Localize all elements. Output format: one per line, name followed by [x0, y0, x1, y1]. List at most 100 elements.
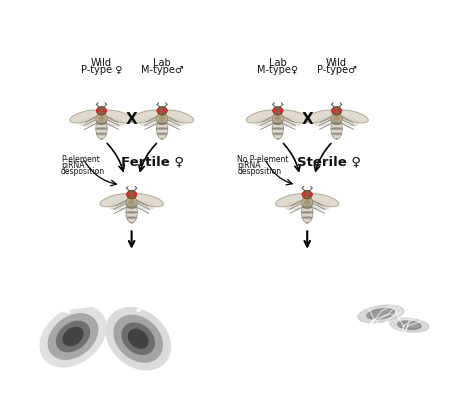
Ellipse shape — [273, 133, 283, 135]
Ellipse shape — [301, 202, 313, 223]
Ellipse shape — [127, 206, 137, 208]
Ellipse shape — [331, 113, 342, 125]
Ellipse shape — [331, 118, 342, 139]
Ellipse shape — [40, 306, 106, 367]
Ellipse shape — [97, 107, 106, 115]
Text: P-element: P-element — [61, 156, 100, 164]
Ellipse shape — [273, 107, 283, 115]
Text: P-type♂: P-type♂ — [317, 65, 356, 75]
Text: piRNA: piRNA — [61, 161, 84, 170]
Ellipse shape — [309, 193, 312, 196]
Ellipse shape — [133, 202, 154, 210]
Ellipse shape — [114, 316, 163, 362]
Text: Wild: Wild — [326, 58, 347, 68]
Ellipse shape — [80, 118, 100, 126]
Ellipse shape — [315, 118, 335, 126]
Ellipse shape — [272, 113, 283, 125]
Ellipse shape — [100, 194, 131, 207]
Ellipse shape — [275, 194, 307, 207]
Ellipse shape — [305, 199, 310, 205]
Ellipse shape — [134, 193, 137, 196]
Ellipse shape — [103, 109, 107, 112]
Ellipse shape — [99, 115, 104, 121]
Ellipse shape — [122, 323, 155, 354]
Ellipse shape — [390, 318, 429, 332]
Ellipse shape — [332, 109, 335, 112]
Ellipse shape — [367, 309, 394, 319]
Ellipse shape — [273, 123, 283, 124]
Ellipse shape — [279, 110, 310, 123]
Ellipse shape — [280, 109, 283, 112]
Ellipse shape — [97, 133, 106, 135]
Ellipse shape — [156, 128, 168, 129]
Ellipse shape — [331, 128, 342, 129]
Ellipse shape — [156, 113, 168, 125]
Ellipse shape — [309, 202, 329, 210]
Ellipse shape — [126, 212, 137, 213]
Ellipse shape — [109, 202, 130, 210]
Ellipse shape — [163, 110, 194, 123]
Text: Fertile ♀: Fertile ♀ — [121, 155, 184, 168]
Text: P-type ♀: P-type ♀ — [81, 65, 122, 75]
Ellipse shape — [97, 123, 106, 124]
Ellipse shape — [273, 109, 276, 112]
Text: piRNA: piRNA — [237, 161, 261, 170]
Text: Wild: Wild — [91, 58, 112, 68]
Ellipse shape — [334, 115, 339, 121]
Ellipse shape — [272, 128, 283, 129]
Ellipse shape — [127, 217, 137, 218]
Text: X: X — [126, 112, 137, 127]
Ellipse shape — [63, 327, 83, 346]
Ellipse shape — [398, 321, 421, 329]
Ellipse shape — [70, 110, 101, 123]
Text: Lab: Lab — [153, 58, 171, 68]
Ellipse shape — [126, 197, 137, 208]
Ellipse shape — [129, 199, 134, 205]
Ellipse shape — [156, 118, 168, 139]
Ellipse shape — [332, 107, 341, 115]
Ellipse shape — [302, 206, 312, 208]
Ellipse shape — [127, 191, 137, 199]
Ellipse shape — [256, 118, 276, 126]
Ellipse shape — [130, 110, 162, 123]
Ellipse shape — [157, 107, 167, 115]
Ellipse shape — [275, 115, 281, 121]
Ellipse shape — [127, 193, 129, 196]
Ellipse shape — [279, 118, 300, 126]
Ellipse shape — [140, 118, 161, 126]
Ellipse shape — [157, 133, 167, 135]
Text: X: X — [301, 112, 313, 127]
Text: desposition: desposition — [61, 166, 105, 176]
Text: desposition: desposition — [237, 166, 282, 176]
Ellipse shape — [96, 118, 107, 139]
Ellipse shape — [157, 123, 167, 124]
Ellipse shape — [285, 202, 306, 210]
Text: Lab: Lab — [269, 58, 287, 68]
Ellipse shape — [305, 110, 336, 123]
Ellipse shape — [301, 212, 313, 213]
Ellipse shape — [308, 194, 339, 207]
Ellipse shape — [96, 113, 107, 125]
Ellipse shape — [332, 123, 341, 124]
Ellipse shape — [338, 118, 359, 126]
Ellipse shape — [103, 118, 124, 126]
Text: No P-element: No P-element — [237, 156, 289, 164]
Ellipse shape — [126, 202, 137, 223]
Ellipse shape — [358, 305, 404, 323]
Ellipse shape — [96, 128, 107, 129]
Ellipse shape — [56, 321, 90, 352]
Ellipse shape — [102, 110, 133, 123]
Ellipse shape — [301, 197, 313, 208]
Ellipse shape — [164, 118, 184, 126]
Ellipse shape — [246, 110, 277, 123]
Text: M-type♂: M-type♂ — [141, 65, 183, 75]
Ellipse shape — [48, 314, 98, 359]
Ellipse shape — [106, 307, 170, 370]
Ellipse shape — [132, 194, 163, 207]
Ellipse shape — [272, 118, 283, 139]
Ellipse shape — [97, 109, 100, 112]
Ellipse shape — [302, 217, 312, 218]
Ellipse shape — [338, 109, 342, 112]
Ellipse shape — [159, 115, 165, 121]
Ellipse shape — [128, 329, 148, 348]
